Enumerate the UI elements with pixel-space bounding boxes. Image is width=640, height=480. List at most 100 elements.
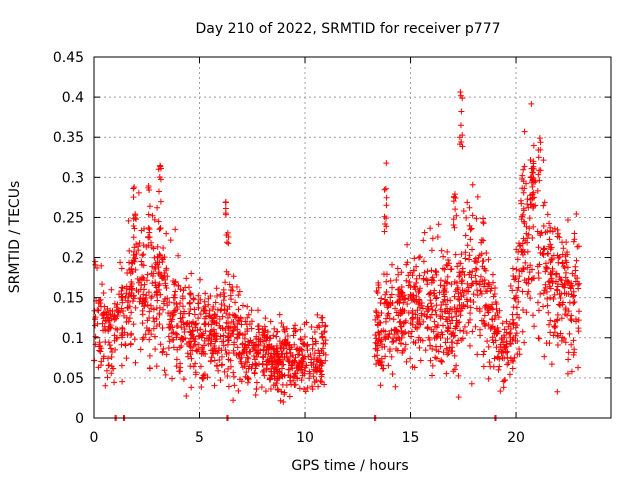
data-point <box>543 288 550 295</box>
data-point <box>199 374 206 381</box>
data-point <box>512 332 519 339</box>
data-point <box>527 295 534 302</box>
data-point <box>276 374 283 381</box>
data-point <box>398 269 405 276</box>
data-point <box>261 329 268 336</box>
data-point <box>302 388 309 395</box>
data-point <box>530 142 537 149</box>
data-point <box>393 337 400 344</box>
data-point <box>562 305 569 312</box>
data-point <box>136 298 143 305</box>
data-point <box>276 311 283 318</box>
data-point <box>223 351 230 358</box>
data-point <box>280 323 287 330</box>
data-point <box>115 309 122 316</box>
data-point <box>545 250 552 257</box>
data-point <box>218 301 225 308</box>
data-point <box>383 223 390 230</box>
data-point <box>238 321 245 328</box>
data-point <box>195 292 202 299</box>
data-point <box>251 370 258 377</box>
data-point <box>253 346 260 353</box>
data-point <box>311 350 318 357</box>
data-point <box>404 241 411 248</box>
data-point <box>234 344 241 351</box>
data-point <box>298 364 305 371</box>
data-point <box>285 371 292 378</box>
data-point <box>548 361 555 368</box>
data-point <box>540 223 547 230</box>
data-point <box>318 371 325 378</box>
data-point <box>139 252 146 259</box>
data-point <box>568 280 575 287</box>
data-point <box>415 254 422 261</box>
data-point <box>125 217 132 224</box>
data-point <box>248 325 255 332</box>
data-point <box>187 344 194 351</box>
data-point <box>201 298 208 305</box>
data-point <box>378 328 385 335</box>
data-point <box>378 341 385 348</box>
data-point <box>511 354 518 361</box>
data-point <box>381 213 388 220</box>
data-point <box>226 281 233 288</box>
data-point <box>478 239 485 246</box>
data-point <box>516 243 523 250</box>
data-point <box>443 261 450 268</box>
data-point <box>141 302 148 309</box>
data-point <box>130 234 137 241</box>
data-point <box>319 334 326 341</box>
data-point <box>563 259 570 266</box>
data-point <box>523 279 530 286</box>
data-point <box>275 386 282 393</box>
data-point <box>249 361 256 368</box>
data-point <box>317 378 324 385</box>
data-point <box>395 312 402 319</box>
data-point <box>488 304 495 311</box>
data-point <box>239 302 246 309</box>
data-point <box>149 280 156 287</box>
data-point <box>544 302 551 309</box>
data-point <box>118 265 125 272</box>
data-point <box>105 339 112 346</box>
data-point <box>157 176 164 183</box>
data-point <box>564 370 571 377</box>
data-point <box>464 199 471 206</box>
data-point <box>174 331 181 338</box>
data-point <box>116 291 123 298</box>
data-point <box>516 273 523 280</box>
data-point <box>413 275 420 282</box>
data-point <box>549 256 556 263</box>
data-point <box>481 265 488 272</box>
data-point <box>211 357 218 364</box>
data-point <box>440 322 447 329</box>
y-tick-label: 0.1 <box>62 331 84 347</box>
data-point <box>434 234 441 241</box>
data-point <box>541 199 548 206</box>
data-point <box>128 309 135 316</box>
data-point <box>505 323 512 330</box>
data-point <box>575 328 582 335</box>
data-point <box>156 259 163 266</box>
data-point <box>386 346 393 353</box>
data-point <box>531 194 538 201</box>
data-point <box>130 321 137 328</box>
data-point <box>530 177 537 184</box>
data-point <box>397 318 404 325</box>
y-tick-label: 0.05 <box>53 371 84 387</box>
y-axis-label: SRMTID / TECUs <box>7 181 23 294</box>
data-point <box>237 358 244 365</box>
data-point <box>155 264 162 271</box>
data-point <box>221 302 228 309</box>
data-point <box>138 282 145 289</box>
data-point <box>273 333 280 340</box>
data-point <box>222 279 229 286</box>
data-point <box>417 253 424 260</box>
data-point <box>472 272 479 279</box>
data-point <box>167 316 174 323</box>
data-point <box>515 298 522 305</box>
data-point <box>276 356 283 363</box>
data-point <box>96 297 103 304</box>
data-point <box>530 169 537 176</box>
data-point <box>450 222 457 229</box>
